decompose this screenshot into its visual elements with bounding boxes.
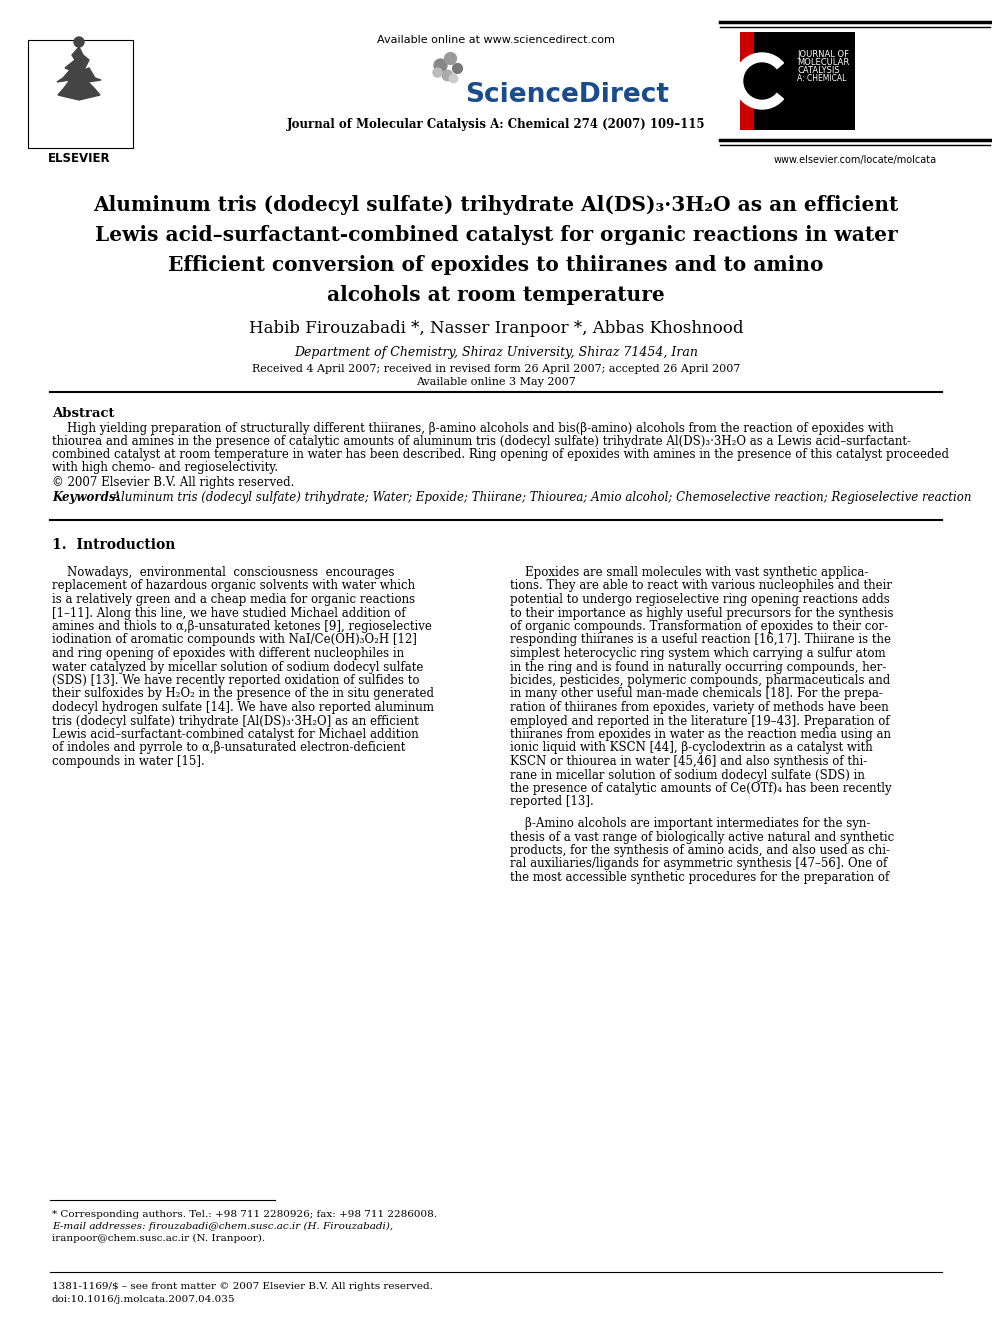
Text: E-mail addresses: firouzabadi@chem.susc.ac.ir (H. Firouzabadi),: E-mail addresses: firouzabadi@chem.susc.… — [52, 1222, 393, 1232]
Text: CATALYSIS: CATALYSIS — [797, 66, 839, 75]
Text: iodination of aromatic compounds with NaI/Ce(OH)₃O₂H [12]: iodination of aromatic compounds with Na… — [52, 634, 417, 647]
Text: and ring opening of epoxides with different nucleophiles in: and ring opening of epoxides with differ… — [52, 647, 404, 660]
Text: in the ring and is found in naturally occurring compounds, her-: in the ring and is found in naturally oc… — [510, 660, 887, 673]
Text: Efficient conversion of epoxides to thiiranes and to amino: Efficient conversion of epoxides to thii… — [169, 255, 823, 275]
Text: alcohols at room temperature: alcohols at room temperature — [327, 284, 665, 306]
Text: High yielding preparation of structurally different thiiranes, β-amino alcohols : High yielding preparation of structurall… — [52, 422, 894, 435]
Text: 1.  Introduction: 1. Introduction — [52, 538, 176, 552]
Text: to their importance as highly useful precursors for the synthesis: to their importance as highly useful pre… — [510, 606, 894, 619]
Text: tions. They are able to react with various nucleophiles and their: tions. They are able to react with vario… — [510, 579, 892, 593]
Text: Nowadays,  environmental  consciousness  encourages: Nowadays, environmental consciousness en… — [52, 566, 395, 579]
Text: replacement of hazardous organic solvents with water which: replacement of hazardous organic solvent… — [52, 579, 415, 593]
Text: Lewis acid–surfactant-combined catalyst for organic reactions in water: Lewis acid–surfactant-combined catalyst … — [94, 225, 898, 245]
Text: ral auxiliaries/ligands for asymmetric synthesis [47–56]. One of: ral auxiliaries/ligands for asymmetric s… — [510, 857, 887, 871]
Text: Received 4 April 2007; received in revised form 26 April 2007; accepted 26 April: Received 4 April 2007; received in revis… — [252, 364, 740, 374]
Text: MOLECULAR: MOLECULAR — [797, 58, 849, 67]
Wedge shape — [734, 53, 784, 108]
Text: water catalyzed by micellar solution of sodium dodecyl sulfate: water catalyzed by micellar solution of … — [52, 660, 424, 673]
Text: Epoxides are small molecules with vast synthetic applica-: Epoxides are small molecules with vast s… — [510, 566, 868, 579]
Text: Habib Firouzabadi *, Nasser Iranpoor *, Abbas Khoshnood: Habib Firouzabadi *, Nasser Iranpoor *, … — [249, 320, 743, 337]
Text: responding thiiranes is a useful reaction [16,17]. Thiirane is the: responding thiiranes is a useful reactio… — [510, 634, 891, 647]
Text: of indoles and pyrrole to α,β-unsaturated electron-deficient: of indoles and pyrrole to α,β-unsaturate… — [52, 741, 406, 754]
Text: thiourea and amines in the presence of catalytic amounts of aluminum tris (dodec: thiourea and amines in the presence of c… — [52, 435, 911, 448]
Text: bicides, pesticides, polymeric compounds, pharmaceuticals and: bicides, pesticides, polymeric compounds… — [510, 673, 890, 687]
Text: www.elsevier.com/locate/molcata: www.elsevier.com/locate/molcata — [774, 155, 936, 165]
Text: in many other useful man-made chemicals [18]. For the prepa-: in many other useful man-made chemicals … — [510, 688, 883, 700]
Text: employed and reported in the literature [19–43]. Preparation of: employed and reported in the literature … — [510, 714, 890, 728]
FancyBboxPatch shape — [740, 32, 855, 130]
Text: thiiranes from epoxides in water as the reaction media using an: thiiranes from epoxides in water as the … — [510, 728, 891, 741]
Text: ration of thiiranes from epoxides, variety of methods have been: ration of thiiranes from epoxides, varie… — [510, 701, 889, 714]
Text: tris (dodecyl sulfate) trihydrate [Al(DS)₃·3H₂O] as an efficient: tris (dodecyl sulfate) trihydrate [Al(DS… — [52, 714, 419, 728]
Text: with high chemo- and regioselectivity.: with high chemo- and regioselectivity. — [52, 460, 278, 474]
Text: their sulfoxides by H₂O₂ in the presence of the in situ generated: their sulfoxides by H₂O₂ in the presence… — [52, 688, 434, 700]
Text: the most accessible synthetic procedures for the preparation of: the most accessible synthetic procedures… — [510, 871, 889, 884]
Text: Abstract: Abstract — [52, 407, 114, 419]
Text: simplest heterocyclic ring system which carrying a sulfur atom: simplest heterocyclic ring system which … — [510, 647, 886, 660]
Text: * Corresponding authors. Tel.: +98 711 2280926; fax: +98 711 2286008.: * Corresponding authors. Tel.: +98 711 2… — [52, 1211, 437, 1218]
Text: [1–11]. Along this line, we have studied Michael addition of: [1–11]. Along this line, we have studied… — [52, 606, 406, 619]
Text: © 2007 Elsevier B.V. All rights reserved.: © 2007 Elsevier B.V. All rights reserved… — [52, 476, 295, 490]
Circle shape — [74, 37, 84, 48]
Text: rane in micellar solution of sodium dodecyl sulfate (SDS) in: rane in micellar solution of sodium dode… — [510, 769, 865, 782]
Circle shape — [744, 64, 780, 99]
Text: A: CHEMICAL: A: CHEMICAL — [797, 74, 846, 83]
FancyBboxPatch shape — [28, 40, 133, 148]
Text: is a relatively green and a cheap media for organic reactions: is a relatively green and a cheap media … — [52, 593, 415, 606]
Text: compounds in water [15].: compounds in water [15]. — [52, 755, 204, 767]
Text: JOURNAL OF: JOURNAL OF — [797, 50, 849, 60]
Text: amines and thiols to α,β-unsaturated ketones [9], regioselective: amines and thiols to α,β-unsaturated ket… — [52, 620, 432, 632]
Text: β-Amino alcohols are important intermediates for the syn-: β-Amino alcohols are important intermedi… — [510, 818, 870, 830]
Text: ScienceDirect: ScienceDirect — [465, 82, 669, 108]
Text: of organic compounds. Transformation of epoxides to their cor-: of organic compounds. Transformation of … — [510, 620, 888, 632]
Text: Aluminum tris (dodecyl sulfate) trihydrate; Water; Epoxide; Thiirane; Thiourea; : Aluminum tris (dodecyl sulfate) trihydra… — [105, 491, 971, 504]
Text: 1381-1169/$ – see front matter © 2007 Elsevier B.V. All rights reserved.: 1381-1169/$ – see front matter © 2007 El… — [52, 1282, 433, 1291]
Text: iranpoor@chem.susc.ac.ir (N. Iranpoor).: iranpoor@chem.susc.ac.ir (N. Iranpoor). — [52, 1234, 265, 1244]
Text: ELSEVIER: ELSEVIER — [48, 152, 110, 165]
Text: thesis of a vast range of biologically active natural and synthetic: thesis of a vast range of biologically a… — [510, 831, 894, 844]
Text: Aluminum tris (dodecyl sulfate) trihydrate Al(DS)₃·3H₂O as an efficient: Aluminum tris (dodecyl sulfate) trihydra… — [93, 194, 899, 216]
Text: doi:10.1016/j.molcata.2007.04.035: doi:10.1016/j.molcata.2007.04.035 — [52, 1295, 235, 1304]
Text: products, for the synthesis of amino acids, and also used as chi-: products, for the synthesis of amino aci… — [510, 844, 890, 857]
Text: Keywords:: Keywords: — [52, 491, 120, 504]
Text: Available online 3 May 2007: Available online 3 May 2007 — [416, 377, 576, 388]
Text: Department of Chemistry, Shiraz University, Shiraz 71454, Iran: Department of Chemistry, Shiraz Universi… — [294, 347, 698, 359]
Text: Journal of Molecular Catalysis A: Chemical 274 (2007) 109–115: Journal of Molecular Catalysis A: Chemic… — [287, 118, 705, 131]
Text: ionic liquid with KSCN [44], β-cyclodextrin as a catalyst with: ionic liquid with KSCN [44], β-cyclodext… — [510, 741, 873, 754]
Text: Lewis acid–surfactant-combined catalyst for Michael addition: Lewis acid–surfactant-combined catalyst … — [52, 728, 419, 741]
Text: combined catalyst at room temperature in water has been described. Ring opening : combined catalyst at room temperature in… — [52, 448, 949, 460]
FancyBboxPatch shape — [740, 32, 754, 130]
Text: dodecyl hydrogen sulfate [14]. We have also reported aluminum: dodecyl hydrogen sulfate [14]. We have a… — [52, 701, 434, 714]
Text: KSCN or thiourea in water [45,46] and also synthesis of thi-: KSCN or thiourea in water [45,46] and al… — [510, 755, 867, 767]
Text: (SDS) [13]. We have recently reported oxidation of sulfides to: (SDS) [13]. We have recently reported ox… — [52, 673, 420, 687]
Text: the presence of catalytic amounts of Ce(OTf)₄ has been recently: the presence of catalytic amounts of Ce(… — [510, 782, 892, 795]
Polygon shape — [57, 48, 101, 101]
Text: reported [13].: reported [13]. — [510, 795, 594, 808]
Text: potential to undergo regioselective ring opening reactions adds: potential to undergo regioselective ring… — [510, 593, 890, 606]
Text: Available online at www.sciencedirect.com: Available online at www.sciencedirect.co… — [377, 34, 615, 45]
